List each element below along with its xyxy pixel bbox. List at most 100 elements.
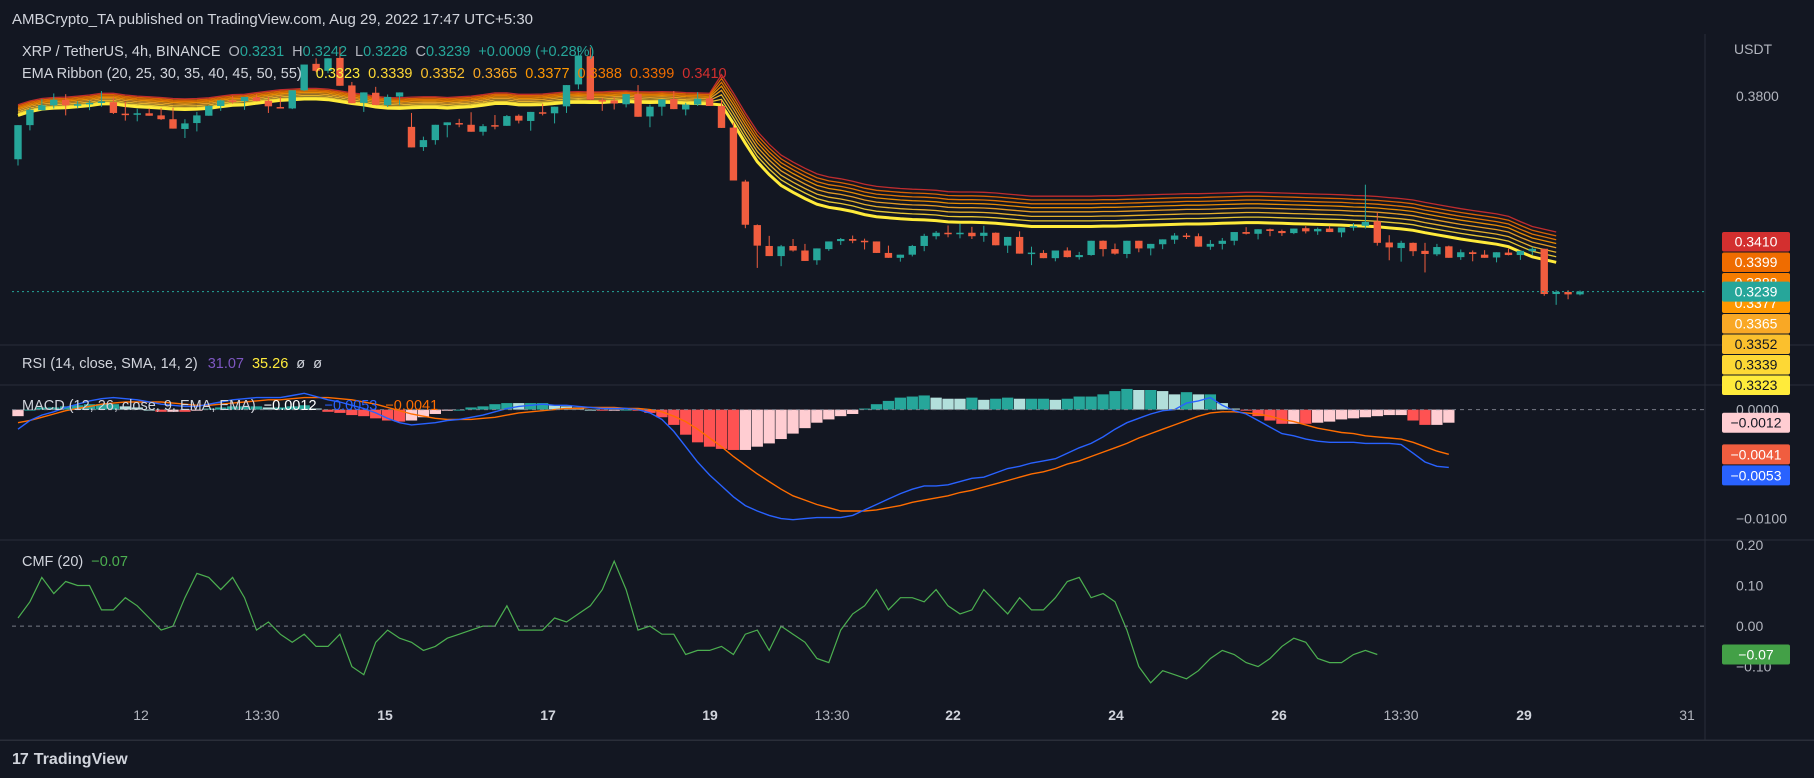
cmf-legend: CMF (20) −0.07 bbox=[22, 554, 134, 570]
footer-brand[interactable]: TradingView bbox=[33, 750, 128, 768]
candle-body bbox=[395, 92, 404, 97]
candle-body bbox=[1206, 243, 1215, 247]
candle-body bbox=[634, 94, 642, 117]
macd-hist-bar bbox=[1431, 409, 1443, 425]
macd-hist-bar bbox=[322, 409, 334, 412]
footer: 17 TradingView bbox=[0, 740, 1814, 778]
candle-body bbox=[193, 115, 201, 124]
macd-hist-bar bbox=[1395, 409, 1407, 416]
candle-body bbox=[85, 102, 94, 105]
x-tick: 22 bbox=[945, 707, 961, 723]
cmf-line bbox=[17, 559, 1378, 684]
ema-badge bbox=[1722, 232, 1790, 252]
candle-body bbox=[50, 99, 58, 106]
macd-hist-bar bbox=[1025, 398, 1038, 410]
macd-hist-bar bbox=[203, 408, 215, 410]
cmf-badge-label: −0.07 bbox=[1738, 646, 1774, 662]
ohlc-high-label: H bbox=[292, 44, 303, 60]
candle-body bbox=[1337, 227, 1346, 233]
macd-hist-bar bbox=[775, 409, 787, 440]
x-tick: 13:30 bbox=[244, 707, 279, 723]
macd-legend: MACD (12, 26, close, 9, EMA, EMA) −0.0012… bbox=[22, 398, 444, 414]
macd-hist-bar bbox=[835, 409, 847, 417]
candle-body bbox=[479, 126, 487, 132]
candle-body bbox=[1385, 242, 1393, 248]
macd-line-badge-label: −0.0053 bbox=[1731, 467, 1782, 483]
candle-body bbox=[1099, 240, 1107, 250]
candle-body bbox=[169, 119, 177, 129]
ema-badge-label: 0.3410 bbox=[1735, 234, 1778, 250]
candle-body bbox=[1075, 255, 1083, 258]
macd-signal-badge-label: −0.0041 bbox=[1731, 446, 1782, 462]
candle-body bbox=[538, 112, 547, 114]
macd-signal-value: −0.0041 bbox=[385, 398, 439, 414]
candle-body bbox=[550, 106, 559, 114]
macd-hist-bar bbox=[1085, 396, 1097, 410]
candle-body bbox=[1087, 240, 1095, 256]
candles bbox=[14, 47, 1584, 305]
x-tick: 29 bbox=[1516, 707, 1532, 723]
macd-hist-bar bbox=[727, 409, 740, 450]
macd-hist-bar bbox=[465, 407, 477, 410]
ema-legend-value: 0.3365 bbox=[472, 66, 518, 82]
macd-hist-bar bbox=[715, 409, 728, 449]
ema-55-line bbox=[17, 73, 1557, 233]
macd-hist-bar bbox=[381, 409, 394, 421]
candle-body bbox=[288, 90, 296, 109]
candle-body bbox=[1290, 228, 1298, 234]
candle-body bbox=[455, 123, 463, 125]
macd-hist-bar bbox=[95, 404, 108, 410]
candle-body bbox=[1278, 231, 1286, 234]
candle-body bbox=[1015, 236, 1024, 254]
ohlc-high: 0.3242 bbox=[302, 44, 348, 60]
candle-body bbox=[1170, 235, 1179, 240]
ohlc-low: 0.3228 bbox=[363, 44, 408, 60]
macd-hist-bar bbox=[787, 409, 799, 434]
candle-body bbox=[1445, 246, 1453, 258]
candle-body bbox=[1349, 226, 1358, 228]
macd-hist-bar bbox=[1288, 409, 1300, 424]
candle-body bbox=[765, 245, 773, 257]
candle-body bbox=[574, 55, 583, 85]
macd-hist-bar bbox=[501, 403, 513, 410]
macd-hist-bar bbox=[942, 398, 954, 410]
macd-hist-bar bbox=[119, 406, 131, 410]
macd-hist-bar bbox=[215, 407, 227, 410]
x-tick: 13:30 bbox=[1383, 707, 1418, 723]
candle-body bbox=[360, 92, 368, 103]
macd-hist-bar bbox=[429, 409, 441, 414]
macd-hist-bar bbox=[536, 403, 549, 410]
price-legend: XRP / TetherUS, 4h, BINANCE O0.3231 H0.324… bbox=[22, 44, 600, 60]
macd-hist-bar bbox=[1312, 409, 1324, 423]
candle-body bbox=[1039, 252, 1048, 259]
candle-body bbox=[837, 239, 845, 242]
candle-body bbox=[992, 232, 1000, 246]
macd-tick: −0.0100 bbox=[1736, 511, 1787, 527]
macd-hist-bar bbox=[1180, 392, 1193, 410]
candle-body bbox=[777, 246, 785, 257]
macd-hist-bar bbox=[1073, 396, 1085, 410]
candle-body bbox=[515, 115, 523, 121]
candle-body bbox=[1504, 252, 1513, 256]
cmf-badge bbox=[1722, 644, 1790, 665]
macd-hist-bar bbox=[238, 406, 251, 410]
macd-hist-bar bbox=[358, 409, 370, 417]
x-axis: 12 13:30 15 17 19 13:30 22 24 26 13:30 29 31 bbox=[133, 707, 1695, 723]
ema-40-line bbox=[17, 85, 1557, 245]
last-price-badge bbox=[1722, 281, 1790, 302]
x-tick: 26 bbox=[1271, 707, 1287, 723]
macd-hist-bar bbox=[870, 404, 883, 410]
candle-body bbox=[944, 232, 952, 235]
candle-body bbox=[1003, 236, 1012, 246]
macd-hist-bar bbox=[346, 409, 358, 416]
macd-hist-bar bbox=[1443, 409, 1455, 423]
rsi-title: RSI (14, close, SMA, 14, 2) bbox=[22, 356, 198, 372]
candle-body bbox=[97, 101, 106, 103]
macd-hist-bar bbox=[930, 397, 942, 410]
candle-body bbox=[419, 140, 428, 148]
ema-45-line bbox=[17, 81, 1557, 241]
ohlc-open-label: O bbox=[228, 44, 240, 60]
candle-body bbox=[240, 96, 249, 102]
currency-label: USDT bbox=[1734, 41, 1773, 57]
candle-body bbox=[1027, 252, 1036, 255]
